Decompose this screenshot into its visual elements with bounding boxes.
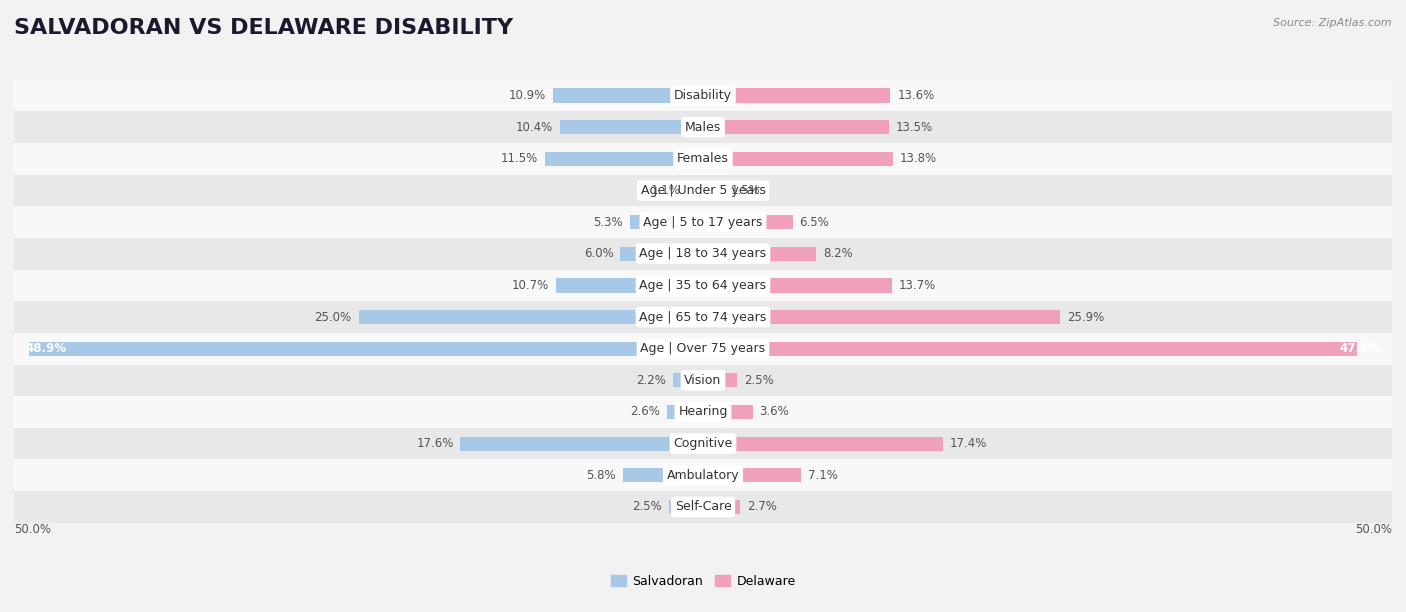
Bar [359, 310, 703, 324]
Text: Self-Care: Self-Care [675, 501, 731, 513]
Bar [703, 436, 943, 451]
Text: 1.1%: 1.1% [651, 184, 681, 197]
Text: Females: Females [678, 152, 728, 165]
Legend: Salvadoran, Delaware: Salvadoran, Delaware [606, 570, 800, 593]
Text: Source: ZipAtlas.com: Source: ZipAtlas.com [1274, 18, 1392, 28]
Bar [14, 333, 1392, 365]
Bar [14, 206, 1392, 238]
Bar [14, 428, 1392, 460]
Text: 6.0%: 6.0% [583, 247, 613, 260]
Bar [630, 215, 703, 230]
Bar [703, 215, 793, 230]
Text: 2.6%: 2.6% [630, 406, 661, 419]
Text: 10.9%: 10.9% [509, 89, 546, 102]
Bar [14, 111, 1392, 143]
Bar [14, 460, 1392, 491]
Text: 50.0%: 50.0% [14, 523, 51, 536]
Bar [553, 89, 703, 103]
Bar [703, 373, 738, 387]
Bar [30, 341, 703, 356]
Text: 25.9%: 25.9% [1067, 310, 1104, 324]
Text: 17.4%: 17.4% [949, 437, 987, 450]
Bar [14, 301, 1392, 333]
Bar [688, 184, 703, 198]
Bar [461, 436, 703, 451]
Text: 13.8%: 13.8% [900, 152, 938, 165]
Text: 47.5%: 47.5% [1340, 342, 1381, 355]
Text: 50.0%: 50.0% [1355, 523, 1392, 536]
Text: 25.0%: 25.0% [315, 310, 352, 324]
Text: Males: Males [685, 121, 721, 134]
Bar [703, 310, 1060, 324]
Text: SALVADORAN VS DELAWARE DISABILITY: SALVADORAN VS DELAWARE DISABILITY [14, 18, 513, 39]
Bar [669, 500, 703, 514]
Bar [560, 120, 703, 135]
Bar [672, 373, 703, 387]
Text: 13.6%: 13.6% [897, 89, 935, 102]
Bar [14, 396, 1392, 428]
Text: 2.2%: 2.2% [636, 374, 666, 387]
Bar [703, 468, 801, 482]
Text: Age | 18 to 34 years: Age | 18 to 34 years [640, 247, 766, 260]
Text: 10.7%: 10.7% [512, 279, 548, 292]
Bar [703, 405, 752, 419]
Text: 3.6%: 3.6% [759, 406, 789, 419]
Text: 11.5%: 11.5% [501, 152, 537, 165]
Text: 8.2%: 8.2% [823, 247, 852, 260]
Text: 2.5%: 2.5% [631, 501, 662, 513]
Bar [703, 341, 1358, 356]
Text: 1.5%: 1.5% [731, 184, 761, 197]
Text: Vision: Vision [685, 374, 721, 387]
Text: 6.5%: 6.5% [800, 215, 830, 229]
Bar [544, 152, 703, 166]
Bar [703, 184, 724, 198]
Bar [703, 500, 740, 514]
Text: Disability: Disability [673, 89, 733, 102]
Bar [14, 270, 1392, 301]
Bar [555, 278, 703, 293]
Text: 5.3%: 5.3% [593, 215, 623, 229]
Text: 13.7%: 13.7% [898, 279, 936, 292]
Bar [703, 120, 889, 135]
Bar [703, 89, 890, 103]
Bar [668, 405, 703, 419]
Bar [703, 247, 815, 261]
Bar [14, 491, 1392, 523]
Text: Age | 5 to 17 years: Age | 5 to 17 years [644, 215, 762, 229]
Text: 10.4%: 10.4% [516, 121, 553, 134]
Text: 5.8%: 5.8% [586, 469, 616, 482]
Text: Ambulatory: Ambulatory [666, 469, 740, 482]
Text: 13.5%: 13.5% [896, 121, 934, 134]
Text: 2.7%: 2.7% [747, 501, 778, 513]
Text: Cognitive: Cognitive [673, 437, 733, 450]
Bar [14, 238, 1392, 270]
Text: Hearing: Hearing [678, 406, 728, 419]
Text: 7.1%: 7.1% [807, 469, 838, 482]
Bar [703, 152, 893, 166]
Text: Age | 35 to 64 years: Age | 35 to 64 years [640, 279, 766, 292]
Bar [14, 365, 1392, 396]
Bar [703, 278, 891, 293]
Bar [623, 468, 703, 482]
Text: Age | Under 5 years: Age | Under 5 years [641, 184, 765, 197]
Text: Age | 65 to 74 years: Age | 65 to 74 years [640, 310, 766, 324]
Bar [14, 143, 1392, 174]
Text: 17.6%: 17.6% [416, 437, 454, 450]
Text: 48.9%: 48.9% [25, 342, 66, 355]
Bar [14, 174, 1392, 206]
Bar [14, 80, 1392, 111]
Bar [620, 247, 703, 261]
Text: 2.5%: 2.5% [744, 374, 775, 387]
Text: Age | Over 75 years: Age | Over 75 years [641, 342, 765, 355]
